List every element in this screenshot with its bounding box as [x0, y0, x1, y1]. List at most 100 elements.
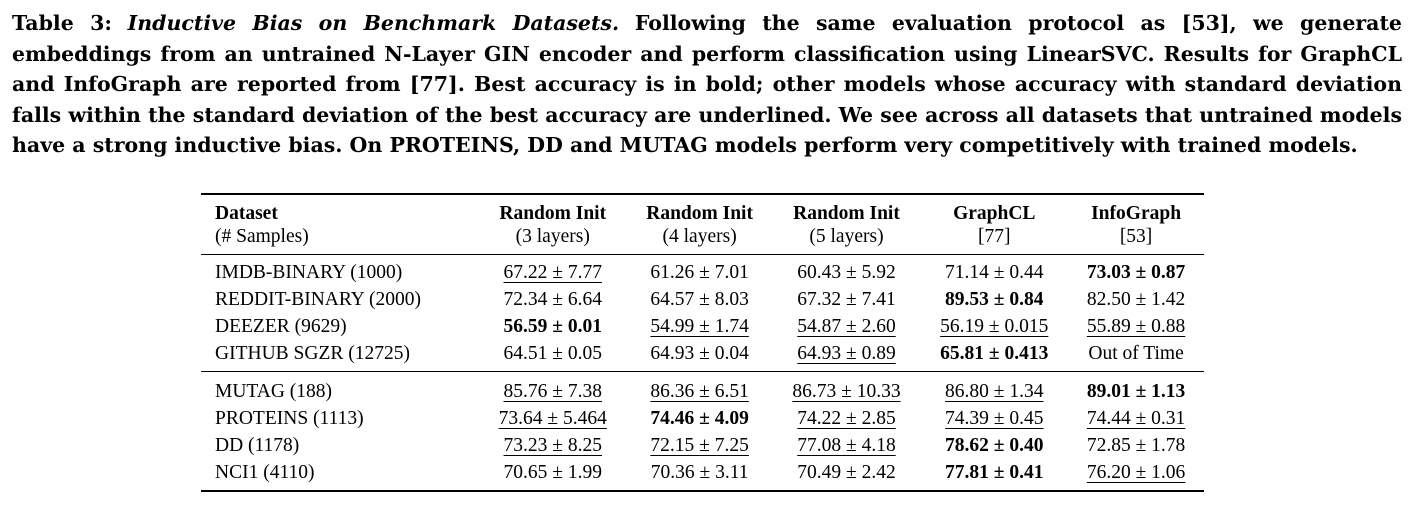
value-cell: 55.89 ± 0.88	[1068, 313, 1204, 340]
value-text: 61.26 ± 7.01	[650, 261, 749, 283]
value-text: 70.65 ± 1.99	[503, 461, 602, 483]
table-row: MUTAG (188) 85.76 ± 7.38 86.36 ± 6.51 86.73…	[201, 372, 1204, 406]
value-text: 78.62 ± 0.40	[945, 434, 1044, 456]
value-text: 54.99 ± 1.74	[650, 315, 749, 337]
value-cell: 71.14 ± 0.44	[920, 255, 1068, 287]
dataset-cell: DEEZER (9629)	[215, 315, 347, 337]
dataset-cell: REDDIT-BINARY (2000)	[215, 288, 422, 310]
results-table: Dataset Random Init Random Init Random I…	[201, 193, 1204, 492]
table-row: IMDB-BINARY (1000) 67.22 ± 7.77 61.26 ± 7.…	[201, 255, 1204, 287]
table-row: REDDIT-BINARY (2000) 72.34 ± 6.64 64.57 ± …	[201, 286, 1204, 313]
value-text: 72.34 ± 6.64	[503, 288, 602, 310]
value-cell: 64.51 ± 0.05	[478, 340, 627, 372]
dataset-cell: GITHUB SGZR (12725)	[201, 340, 479, 372]
value-cell: 82.50 ± 1.42	[1068, 286, 1204, 313]
value-cell: 73.03 ± 0.87	[1068, 255, 1204, 287]
value-cell: 54.99 ± 1.74	[627, 313, 773, 340]
value-text: 89.53 ± 0.84	[945, 288, 1044, 310]
value-cell: 70.49 ± 2.42	[772, 459, 921, 492]
value-cell: 56.59 ± 0.01	[479, 313, 627, 340]
value-cell: 72.34 ± 6.64	[479, 286, 627, 313]
subheader-4-layers: (4 layers)	[626, 225, 773, 255]
value-text: 64.57 ± 8.03	[650, 288, 749, 310]
value-cell: 77.81 ± 0.41	[920, 459, 1069, 492]
value-text: 70.49 ± 2.42	[797, 461, 896, 483]
value-cell: 73.23 ± 8.25	[479, 432, 627, 459]
value-text: 86.73 ± 10.33	[792, 380, 901, 402]
value-text: 74.44 ± 0.31	[1086, 407, 1186, 429]
subheader-infograph-ref: [53]	[1068, 225, 1204, 255]
value-cell: 74.39 ± 0.45	[920, 405, 1068, 432]
caption-body: Following the same evaluation protocol a…	[12, 11, 1402, 157]
subheader-samples: (# Samples)	[201, 225, 479, 255]
value-text: 73.03 ± 0.87	[1086, 261, 1186, 283]
table-row: DD (1178) 73.23 ± 8.25 72.15 ± 7.25 77.08 ±…	[201, 432, 1204, 459]
header-infograph: InfoGraph	[1068, 193, 1204, 225]
value-cell: 74.44 ± 0.31	[1068, 405, 1204, 432]
value-text: 77.08 ± 4.18	[797, 434, 896, 456]
value-cell: 61.26 ± 7.01	[627, 255, 773, 287]
table-row: NCI1 (4110) 70.65 ± 1.99 70.36 ± 3.11 70.49…	[201, 459, 1204, 492]
dataset-cell: NCI1 (4110)	[201, 459, 479, 492]
value-cell: 64.93 ± 0.04	[626, 340, 773, 372]
subheader-3-layers: (3 layers)	[478, 225, 627, 255]
table-row: GITHUB SGZR (12725) 64.51 ± 0.05 64.93 ± 0…	[201, 340, 1204, 372]
table-caption: Table 3: Inductive Bias on Benchmark Dat…	[12, 8, 1402, 161]
value-cell: 85.76 ± 7.38	[479, 372, 627, 406]
value-cell: 56.19 ± 0.015	[920, 313, 1068, 340]
value-text: 72.15 ± 7.25	[650, 434, 749, 456]
value-text: 70.36 ± 3.11	[650, 461, 749, 483]
value-cell: 64.93 ± 0.89	[772, 340, 921, 372]
table-group-bio: MUTAG (188) 85.76 ± 7.38 86.36 ± 6.51 86.73…	[201, 372, 1204, 492]
value-text: 55.89 ± 0.88	[1086, 315, 1186, 337]
value-text: 82.50 ± 1.42	[1086, 288, 1186, 310]
value-cell: 65.81 ± 0.413	[920, 340, 1069, 372]
value-cell: 60.43 ± 5.92	[773, 255, 921, 287]
value-text: 89.01 ± 1.13	[1086, 380, 1186, 402]
value-text: 56.19 ± 0.015	[940, 315, 1049, 337]
value-text: 74.46 ± 4.09	[650, 407, 749, 429]
value-text: 64.51 ± 0.05	[503, 342, 602, 364]
value-text: 72.85 ± 1.78	[1086, 434, 1186, 456]
value-cell: 89.01 ± 1.13	[1068, 372, 1204, 406]
value-cell: 73.64 ± 5.464	[479, 405, 627, 432]
value-cell: 77.08 ± 4.18	[773, 432, 921, 459]
caption-label: Table 3:	[12, 11, 112, 35]
value-cell: 76.20 ± 1.06	[1068, 459, 1204, 492]
value-cell: 54.87 ± 2.60	[773, 313, 921, 340]
value-cell: 67.22 ± 7.77	[479, 255, 627, 287]
value-cell: 72.15 ± 7.25	[627, 432, 773, 459]
value-text: 74.39 ± 0.45	[945, 407, 1044, 429]
subheader-5-layers: (5 layers)	[772, 225, 921, 255]
value-text: 64.93 ± 0.89	[797, 342, 896, 364]
value-text: 56.59 ± 0.01	[503, 315, 602, 337]
value-cell: 86.73 ± 10.33	[773, 372, 921, 406]
value-cell: 89.53 ± 0.84	[920, 286, 1068, 313]
table-row: DEEZER (9629) 56.59 ± 0.01 54.99 ± 1.74 54.…	[201, 313, 1204, 340]
value-text: 74.22 ± 2.85	[797, 407, 896, 429]
value-text: 65.81 ± 0.413	[940, 342, 1049, 364]
value-text: 64.93 ± 0.04	[650, 342, 749, 364]
value-text: 71.14 ± 0.44	[945, 261, 1044, 283]
value-cell: 70.36 ± 3.11	[626, 459, 773, 492]
header-random-init-5: Random Init	[772, 193, 921, 225]
value-cell: 74.46 ± 4.09	[627, 405, 773, 432]
value-text: 67.22 ± 7.77	[503, 261, 602, 283]
value-cell: 64.57 ± 8.03	[627, 286, 773, 313]
caption-title: Inductive Bias on Benchmark Datasets.	[127, 11, 620, 35]
value-text: 60.43 ± 5.92	[797, 261, 896, 283]
value-cell: 72.85 ± 1.78	[1068, 432, 1204, 459]
value-text: 73.23 ± 8.25	[503, 434, 602, 456]
value-cell: 86.80 ± 1.34	[920, 372, 1068, 406]
value-cell: 86.36 ± 6.51	[627, 372, 773, 406]
table-row: PROTEINS (1113) 73.64 ± 5.464 74.46 ± 4.09…	[201, 405, 1204, 432]
value-text: Out of Time	[1088, 342, 1184, 364]
dataset-cell: DD (1178)	[215, 434, 300, 456]
value-text: 54.87 ± 2.60	[797, 315, 896, 337]
dataset-cell: MUTAG (188)	[215, 380, 333, 402]
value-text: 73.64 ± 5.464	[498, 407, 607, 429]
value-cell: 67.32 ± 7.41	[773, 286, 921, 313]
value-text: 86.80 ± 1.34	[945, 380, 1044, 402]
subheader-row: (# Samples) (3 layers) (4 layers) (5 lay…	[201, 225, 1204, 255]
header-dataset: Dataset	[201, 193, 479, 225]
